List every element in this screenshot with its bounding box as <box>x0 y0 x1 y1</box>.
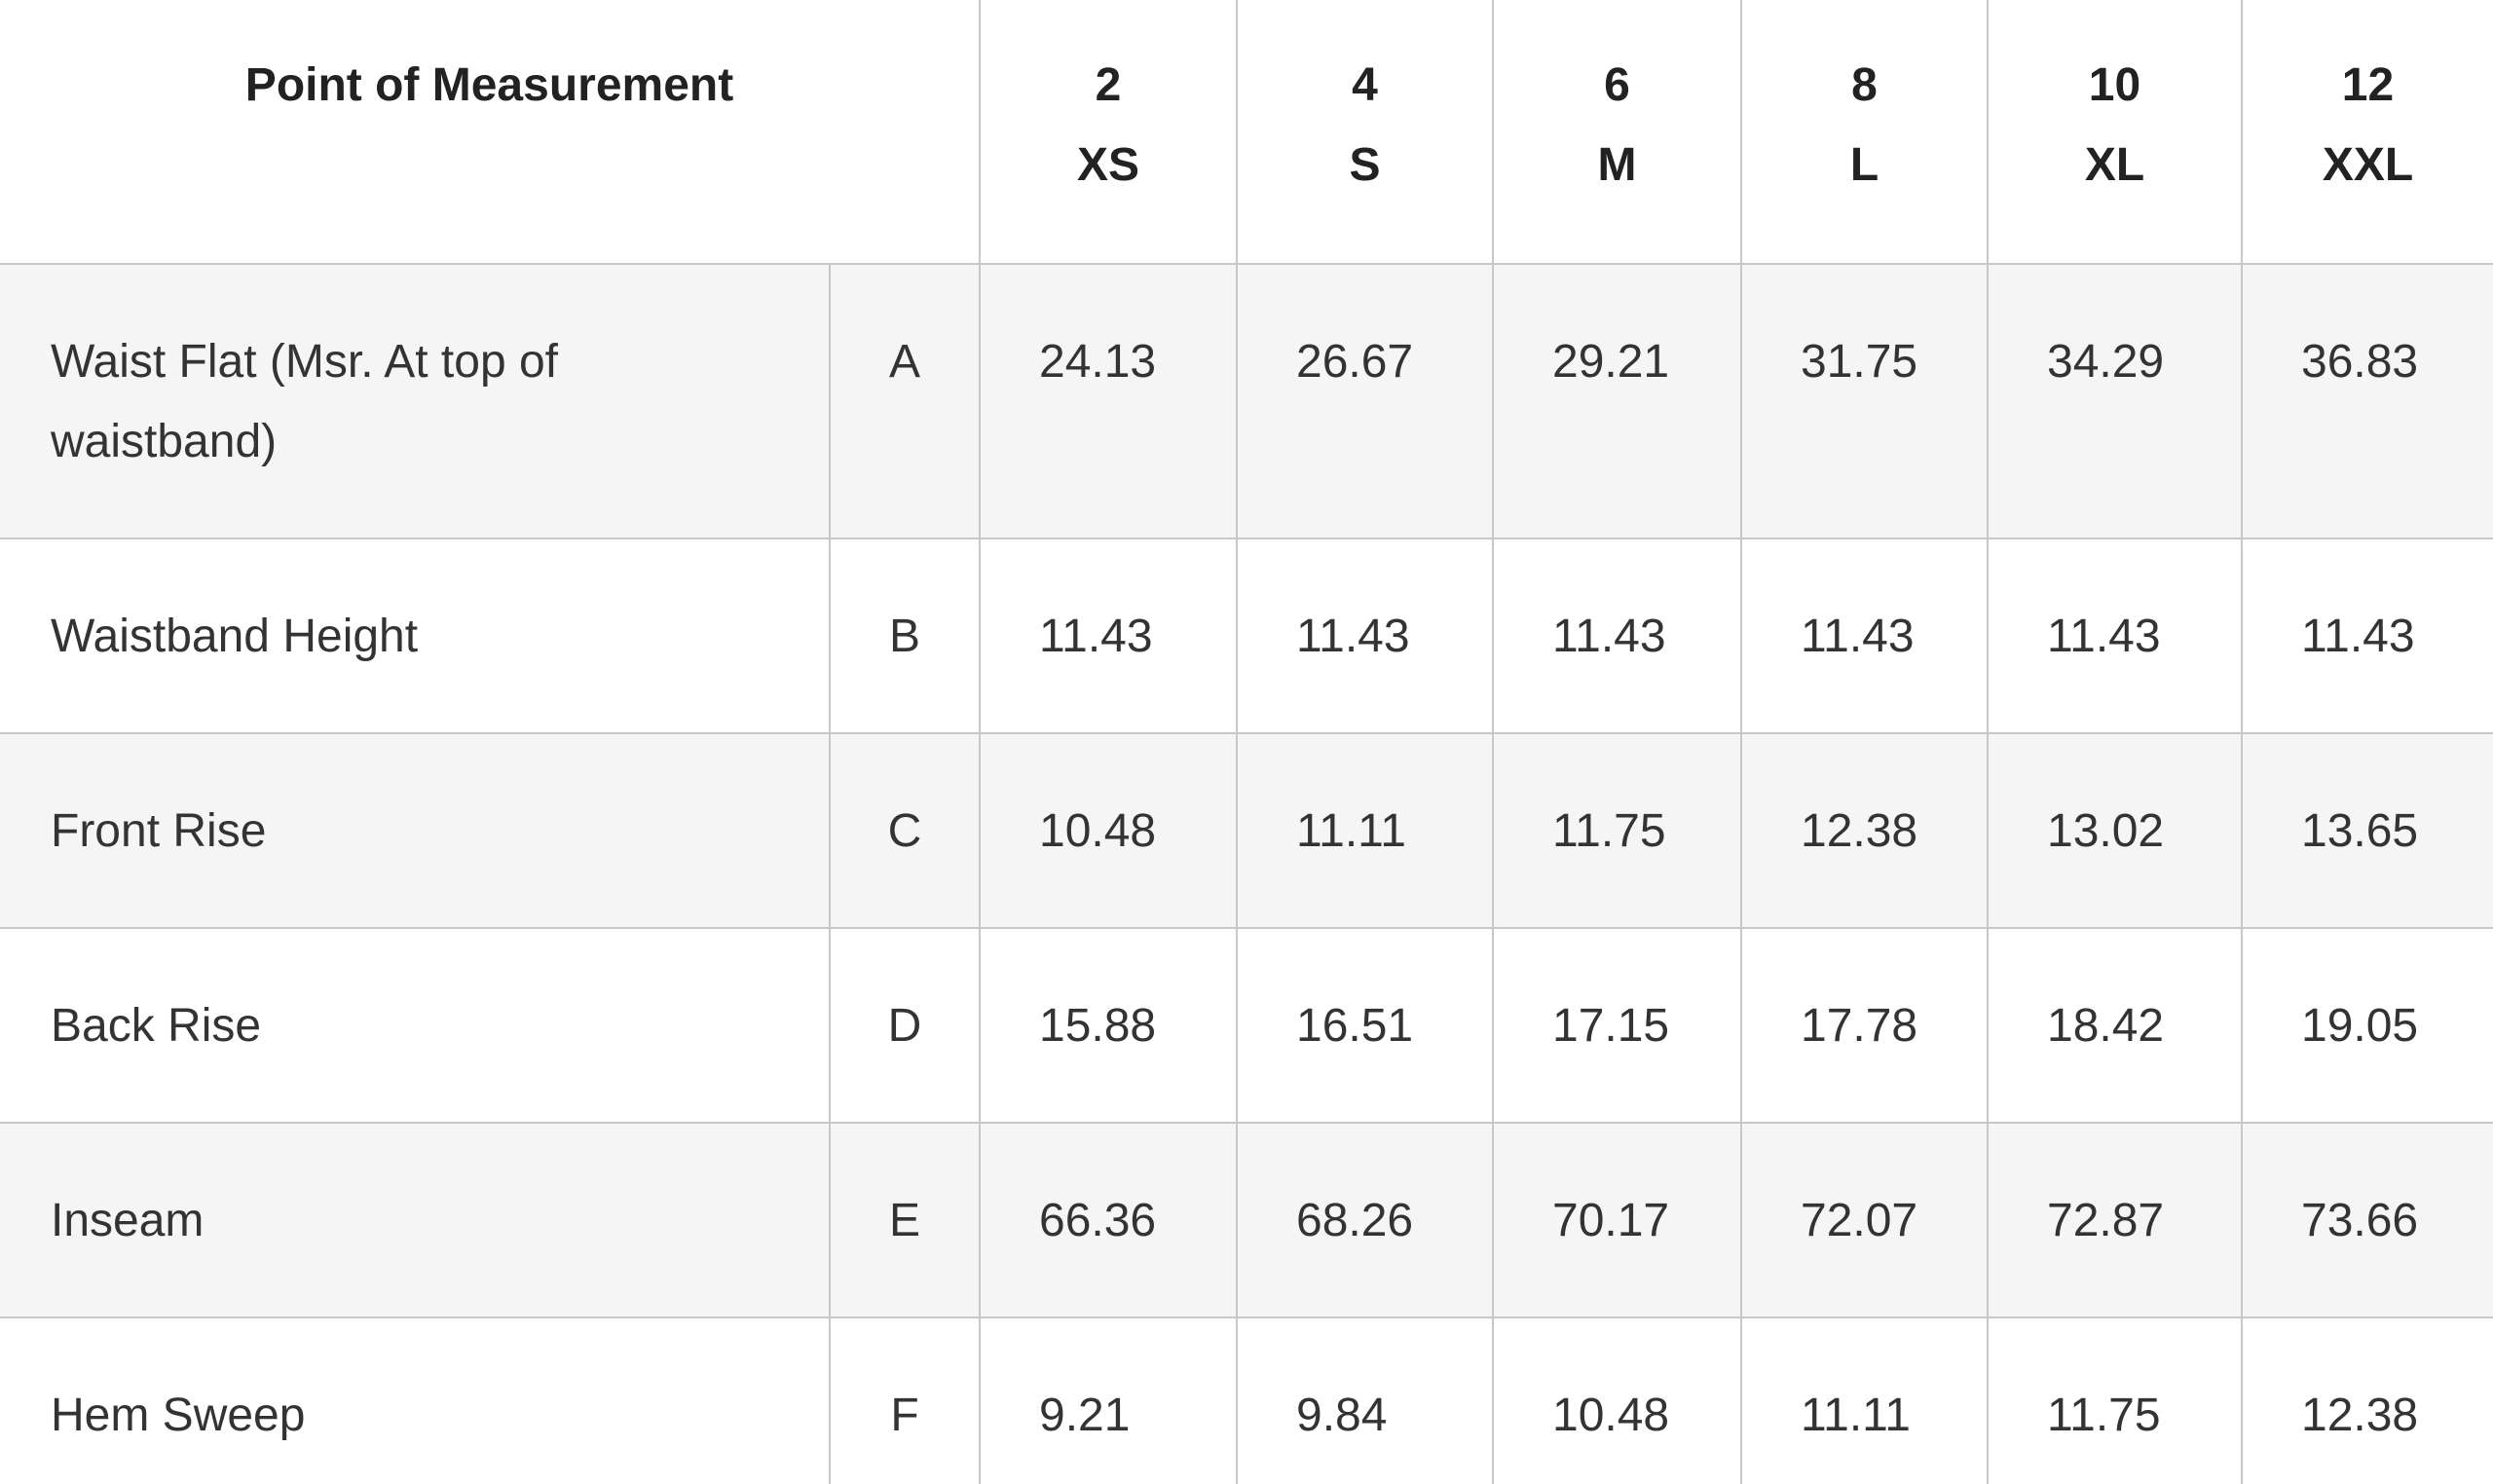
measurement-value: 68.26 <box>1236 1122 1494 1318</box>
measurement-name: Inseam <box>0 1122 831 1318</box>
size-number: 2 <box>1095 59 1122 111</box>
measurement-value: 11.43 <box>979 538 1238 734</box>
measurement-value: 16.51 <box>1236 927 1494 1124</box>
measurement-value: 29.21 <box>1492 263 1742 539</box>
table-row: Back Rise D 15.88 16.51 17.15 17.78 18.42 19.05 <box>0 927 2493 1124</box>
measurement-value: 19.05 <box>2241 927 2493 1124</box>
size-header: 12 XXL <box>2241 0 2493 265</box>
measurement-value: 66.36 <box>979 1122 1238 1318</box>
measurement-value: 17.15 <box>1492 927 1742 1124</box>
table-row: Waist Flat (Msr. At top of waistband) A 24… <box>0 263 2493 539</box>
size-number: 4 <box>1352 59 1378 111</box>
measurement-value: 24.13 <box>979 263 1238 539</box>
size-label: S <box>1349 139 1381 191</box>
table-row: Inseam E 66.36 68.26 70.17 72.07 72.87 73.66 <box>0 1122 2493 1318</box>
measurement-value: 72.07 <box>1740 1122 1989 1318</box>
measurement-value: 15.88 <box>979 927 1238 1124</box>
measurement-code: F <box>829 1317 981 1484</box>
measurement-value: 11.43 <box>1492 538 1742 734</box>
size-label: XXL <box>2322 139 2414 191</box>
measurement-value: 11.43 <box>2241 538 2493 734</box>
measurement-value: 17.78 <box>1740 927 1989 1124</box>
measurement-value: 10.48 <box>1492 1317 1742 1484</box>
measurement-value: 18.42 <box>1987 927 2243 1124</box>
measurement-value: 9.84 <box>1236 1317 1494 1484</box>
measurement-value: 72.87 <box>1987 1122 2243 1318</box>
size-number: 6 <box>1604 59 1630 111</box>
measurement-value: 34.29 <box>1987 263 2243 539</box>
measurement-name: Back Rise <box>0 927 831 1124</box>
measurement-code: A <box>829 263 981 539</box>
measurement-value: 10.48 <box>979 732 1238 929</box>
size-label: L <box>1849 139 1879 191</box>
measurement-value: 11.75 <box>1987 1317 2243 1484</box>
size-header: 2 XS <box>979 0 1238 265</box>
measurement-code: C <box>829 732 981 929</box>
size-number: 8 <box>1851 59 1878 111</box>
measurement-value: 11.75 <box>1492 732 1742 929</box>
table-body: Waist Flat (Msr. At top of waistband) A 24… <box>0 263 2493 1484</box>
measurement-code: D <box>829 927 981 1124</box>
header-title: Point of Measurement <box>0 0 981 265</box>
size-label: XL <box>2084 139 2145 191</box>
measurement-value: 31.75 <box>1740 263 1989 539</box>
measurement-value: 11.43 <box>1987 538 2243 734</box>
measurement-value: 11.43 <box>1236 538 1494 734</box>
measurement-value: 11.11 <box>1740 1317 1989 1484</box>
measurement-value: 9.21 <box>979 1317 1238 1484</box>
header-row: Point of Measurement 2 XS 4 S 6 M 8 L 10 XL 12 XXL <box>0 0 2493 265</box>
table-row: Front Rise C 10.48 11.11 11.75 12.38 13.02 13.6… <box>0 732 2493 929</box>
measurement-value: 13.02 <box>1987 732 2243 929</box>
measurement-value: 73.66 <box>2241 1122 2493 1318</box>
size-label: XS <box>1076 139 1140 191</box>
measurement-value: 36.83 <box>2241 263 2493 539</box>
size-number: 12 <box>2341 59 2395 111</box>
measurement-code: E <box>829 1122 981 1318</box>
size-number: 10 <box>2088 59 2141 111</box>
measurement-name: Front Rise <box>0 732 831 929</box>
measurement-value: 13.65 <box>2241 732 2493 929</box>
measurement-value: 11.43 <box>1740 538 1989 734</box>
size-label: M <box>1597 139 1637 191</box>
measurement-name: Waist Flat (Msr. At top of waistband) <box>0 263 831 539</box>
table-row: Hem Sweep F 9.21 9.84 10.48 11.11 11.75 12.38 <box>0 1317 2493 1484</box>
measurement-code: B <box>829 538 981 734</box>
measurement-value: 11.11 <box>1236 732 1494 929</box>
measurement-name: Waistband Height <box>0 538 831 734</box>
measurement-name: Hem Sweep <box>0 1317 831 1484</box>
measurement-value: 26.67 <box>1236 263 1494 539</box>
measurement-value: 12.38 <box>1740 732 1989 929</box>
measurement-value: 12.38 <box>2241 1317 2493 1484</box>
size-header: 10 XL <box>1987 0 2243 265</box>
table-row: Waistband Height B 11.43 11.43 11.43 11.43 11.… <box>0 538 2493 734</box>
measurement-value: 70.17 <box>1492 1122 1742 1318</box>
